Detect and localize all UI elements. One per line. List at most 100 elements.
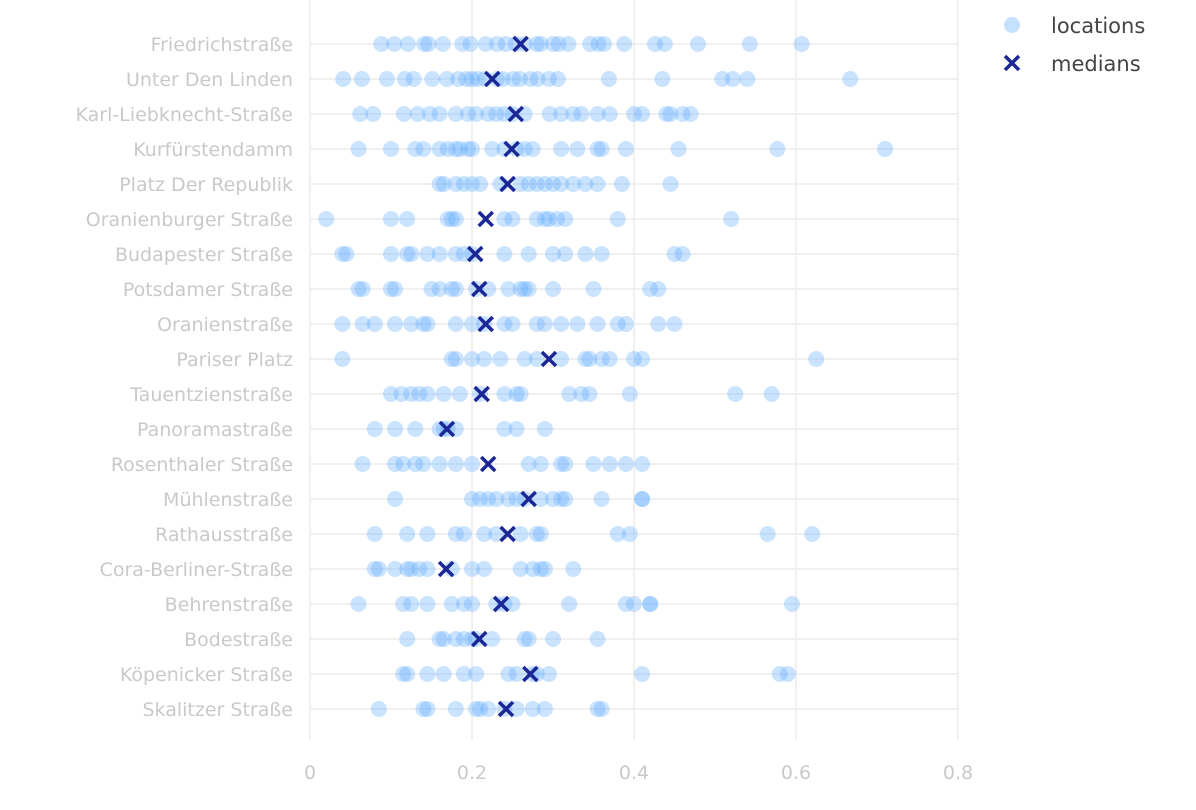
y-category-label: Mühlenstraße (163, 489, 293, 511)
legend-item-locations[interactable]: locations (1004, 14, 1145, 38)
location-point (724, 71, 741, 87)
location-point (553, 141, 570, 157)
location-point (455, 246, 472, 262)
location-point (500, 491, 517, 507)
location-point (419, 561, 436, 577)
location-point (520, 281, 537, 297)
location-point (522, 71, 539, 87)
location-point (354, 456, 371, 472)
location-point (395, 666, 412, 682)
median-marker (540, 350, 558, 368)
location-point (451, 141, 468, 157)
location-point (642, 596, 659, 612)
location-point (395, 456, 412, 472)
median-marker (503, 140, 520, 158)
location-point (421, 106, 438, 122)
location-point (468, 281, 485, 297)
y-category-label: Behrenstraße (165, 594, 293, 616)
location-point (365, 106, 382, 122)
location-point (601, 106, 618, 122)
location-point (399, 666, 416, 682)
location-point (585, 281, 602, 297)
location-point (352, 106, 369, 122)
location-point (670, 141, 687, 157)
location-point (779, 666, 796, 682)
location-point (541, 106, 558, 122)
location-point (550, 36, 567, 52)
location-point (383, 141, 399, 157)
location-point (532, 456, 549, 472)
location-point (496, 106, 513, 122)
median-markers (437, 35, 558, 718)
location-point (455, 666, 472, 682)
location-point (496, 386, 513, 402)
location-point (431, 176, 448, 192)
location-point (634, 666, 651, 682)
location-point (434, 36, 451, 52)
median-marker (492, 595, 510, 613)
location-point (476, 526, 493, 542)
location-point (549, 71, 566, 87)
location-point (528, 526, 545, 542)
legend-item-medians[interactable]: medians (1003, 52, 1141, 76)
location-point (600, 71, 617, 87)
location-point (447, 211, 464, 227)
location-point (468, 701, 485, 717)
location-point (424, 71, 441, 87)
location-point (403, 386, 420, 402)
location-point (431, 281, 448, 297)
location-point (462, 36, 479, 52)
location-point (545, 176, 561, 192)
location-point (561, 596, 578, 612)
location-point (373, 36, 390, 52)
location-point (350, 596, 367, 612)
location-point (387, 456, 404, 472)
legend-medians-label: medians (1051, 52, 1141, 76)
location-point (472, 491, 489, 507)
location-point (553, 316, 570, 332)
location-point (569, 141, 586, 157)
location-point (416, 36, 433, 52)
location-point (480, 701, 497, 717)
median-marker (512, 35, 529, 53)
location-point (407, 456, 424, 472)
location-point (455, 176, 472, 192)
location-point (500, 281, 517, 297)
location-point (520, 246, 537, 262)
location-point (439, 211, 456, 227)
location-point (674, 106, 691, 122)
location-point (545, 491, 561, 507)
location-point (508, 421, 525, 437)
location-point (617, 316, 634, 332)
x-axis-labels: 0 0.2 0.4 0.6 0.8 (304, 762, 973, 784)
location-point (403, 246, 420, 262)
location-point (516, 281, 533, 297)
y-category-label: Kurfürstendamm (133, 139, 293, 161)
location-point (378, 71, 395, 87)
location-point (447, 701, 464, 717)
location-point (435, 666, 452, 682)
location-point (472, 176, 489, 192)
location-point (504, 106, 521, 122)
location-point (642, 596, 659, 612)
location-point (318, 211, 335, 227)
location-point (593, 701, 610, 717)
location-point (484, 631, 501, 647)
location-point (634, 351, 651, 367)
location-point (387, 491, 404, 507)
location-point (842, 71, 859, 87)
location-point (435, 386, 452, 402)
legend-locations-marker-icon (1004, 17, 1020, 33)
location-point (399, 246, 416, 262)
location-point (488, 526, 505, 542)
location-point (411, 561, 428, 577)
location-point (383, 211, 399, 227)
location-point (399, 211, 416, 227)
location-point (540, 71, 557, 87)
location-point (545, 281, 561, 297)
median-marker (477, 315, 495, 333)
location-point (634, 106, 651, 122)
location-point (520, 176, 537, 192)
location-point (354, 316, 371, 332)
location-point (464, 71, 480, 87)
